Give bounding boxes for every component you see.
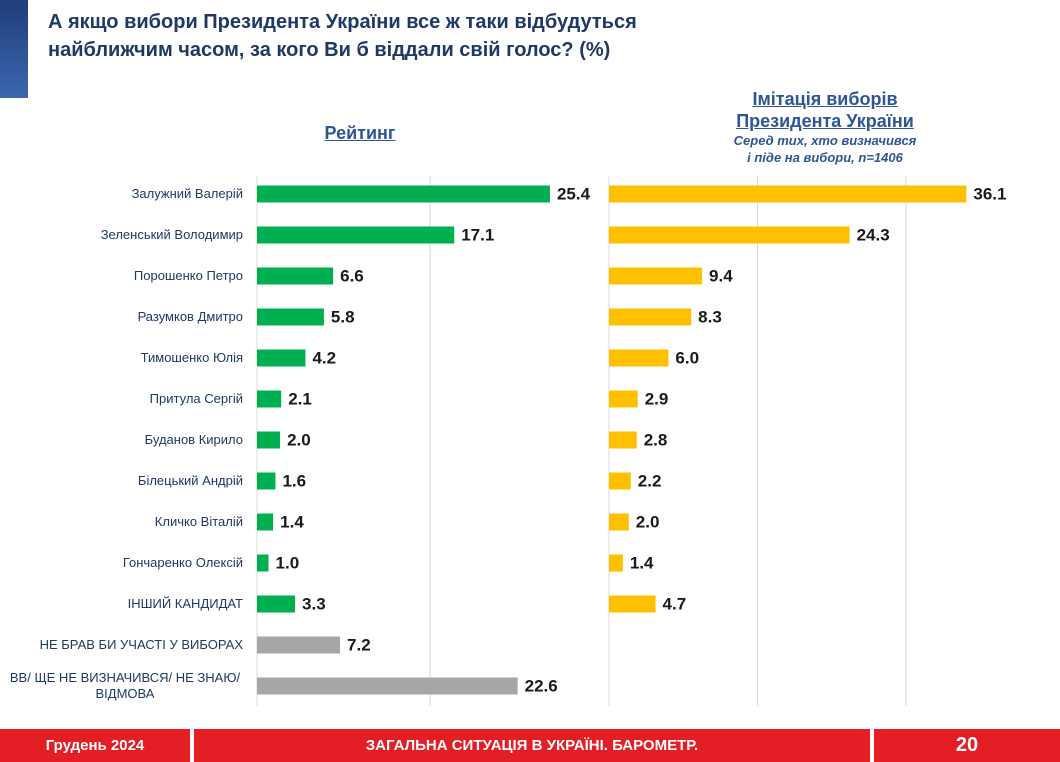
title-line: найближчим часом, за кого Ви б віддали с… xyxy=(48,39,611,61)
data-label: 1.4 xyxy=(280,512,304,531)
category-label: Білецький Андрій xyxy=(137,473,243,488)
bar xyxy=(257,308,324,326)
category-label: ВВ/ ЩЕ НЕ ВИЗНАЧИВСЯ/ НЕ ЗНАЮ/ ВІДМОВА xyxy=(9,670,241,701)
data-label: 9.4 xyxy=(709,266,733,285)
chart-header: Імітація виборів Президента України Сере… xyxy=(700,88,950,166)
footer-date: Грудень 2024 xyxy=(0,729,190,762)
footer-center: ЗАГАЛЬНА СИТУАЦІЯ В УКРАЇНІ. БАРОМЕТР. xyxy=(194,729,870,762)
category-label: Порошенко Петро xyxy=(133,268,243,283)
bar xyxy=(609,226,850,244)
bar xyxy=(257,431,281,449)
bar xyxy=(609,554,623,572)
bar xyxy=(257,595,296,613)
category-label: ІНШИЙ КАНДИДАТ xyxy=(127,596,243,611)
header-line: Рейтинг xyxy=(324,123,396,143)
bar xyxy=(609,431,637,449)
category-label: Кличко Віталій xyxy=(154,514,243,529)
data-label: 1.6 xyxy=(282,471,306,490)
bar xyxy=(609,390,638,408)
category-label: НЕ БРАВ БИ УЧАСТІ У ВИБОРАХ xyxy=(39,637,243,652)
subtitle-line: і піде на вибори, n=1406 xyxy=(747,150,903,165)
bar xyxy=(609,267,703,285)
category-label: Тимошенко Юлія xyxy=(140,350,243,365)
accent-bar xyxy=(0,0,28,98)
bar xyxy=(609,472,631,490)
chart-header: Рейтинг xyxy=(260,122,460,144)
data-label: 8.3 xyxy=(698,307,722,326)
data-label: 2.1 xyxy=(288,389,312,408)
data-label: 6.6 xyxy=(340,266,364,285)
data-label: 2.9 xyxy=(645,389,669,408)
category-label: Разумков Дмитро xyxy=(137,309,243,324)
bar xyxy=(609,595,656,613)
data-label: 24.3 xyxy=(857,225,890,244)
data-label: 17.1 xyxy=(461,225,494,244)
bar xyxy=(257,267,334,285)
bar xyxy=(257,185,550,203)
data-label: 1.0 xyxy=(276,553,300,572)
data-label: 5.8 xyxy=(331,307,355,326)
bar xyxy=(257,349,306,367)
data-label: 25.4 xyxy=(557,184,591,203)
data-label: 2.0 xyxy=(636,512,660,531)
bar xyxy=(609,513,629,531)
category-label: Гончаренко Олексій xyxy=(122,555,243,570)
bar xyxy=(257,636,341,654)
category-label: Залужний Валерій xyxy=(131,186,243,201)
bar xyxy=(257,513,274,531)
data-label: 36.1 xyxy=(973,184,1006,203)
data-label: 7.2 xyxy=(347,635,371,654)
slide-title: А якщо вибори Президента України все ж т… xyxy=(48,8,637,64)
bar xyxy=(257,472,276,490)
data-label: 3.3 xyxy=(302,594,326,613)
data-label: 4.7 xyxy=(663,594,687,613)
subtitle-line: Серед тих, хто визначився xyxy=(733,133,917,148)
data-label: 4.2 xyxy=(312,348,336,367)
data-label: 1.4 xyxy=(630,553,654,572)
category-label: Притула Сергій xyxy=(149,391,243,406)
header-line: Президента України xyxy=(736,111,914,131)
data-label: 2.2 xyxy=(638,471,662,490)
bar xyxy=(257,226,455,244)
bar xyxy=(257,677,518,695)
data-label: 2.8 xyxy=(644,430,668,449)
page-number: 20 xyxy=(874,729,1060,762)
bar xyxy=(609,185,967,203)
bar xyxy=(257,390,282,408)
category-label: Буданов Кирило xyxy=(144,432,243,447)
bar xyxy=(609,349,669,367)
bar xyxy=(609,308,692,326)
data-label: 2.0 xyxy=(287,430,311,449)
header-line: Імітація виборів xyxy=(752,89,898,109)
bar xyxy=(257,554,269,572)
title-line: А якщо вибори Президента України все ж т… xyxy=(48,11,637,33)
data-label: 6.0 xyxy=(675,348,699,367)
category-label: Зеленський Володимир xyxy=(100,227,243,242)
data-label: 22.6 xyxy=(525,676,558,695)
